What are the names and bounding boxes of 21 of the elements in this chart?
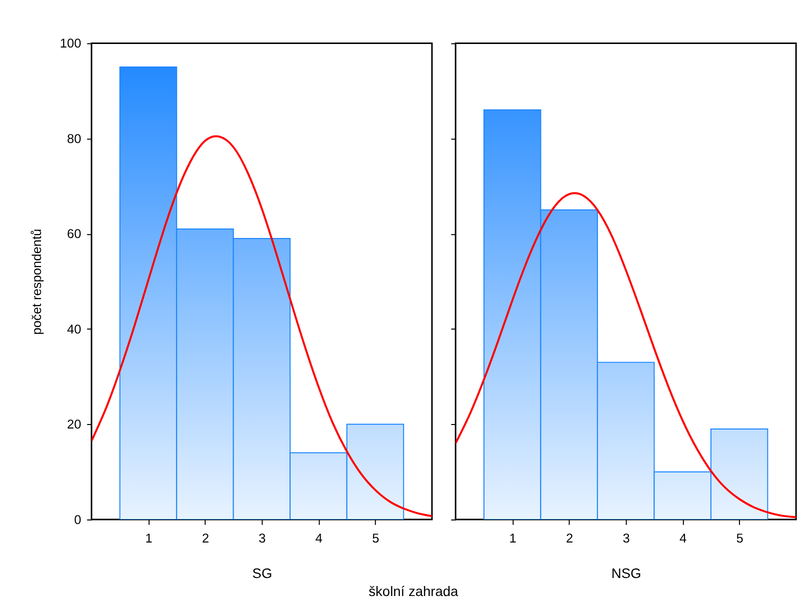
- x-tick-label: 2: [566, 530, 574, 546]
- x-tick-label: 1: [145, 530, 152, 546]
- y-axis-title: počet respondentů: [29, 228, 44, 335]
- line-series: [92, 135, 432, 518]
- y-tick-label: 80: [66, 130, 82, 146]
- y-tick-label: 40: [66, 321, 82, 336]
- y-tick-label: 100: [60, 36, 82, 51]
- x-tick-label: 3: [622, 530, 630, 546]
- x-tick-label: 5: [372, 530, 380, 546]
- x-tick-label: 4: [680, 530, 687, 546]
- x-tick-label: 2: [202, 530, 210, 546]
- y-tick-label: 60: [66, 226, 82, 242]
- y-tick-label: 0: [74, 512, 82, 527]
- x-tick-label: 5: [736, 530, 744, 546]
- text: školní zahrada: [368, 584, 459, 599]
- x-axis-title: SG: [252, 566, 272, 582]
- x-tick-label: 1: [509, 530, 516, 546]
- y-tick-label: 20: [66, 416, 82, 432]
- x-tick-label: 4: [315, 530, 323, 546]
- x-axis-title: NSG: [611, 566, 642, 582]
- x-tick-label: 3: [258, 530, 266, 546]
